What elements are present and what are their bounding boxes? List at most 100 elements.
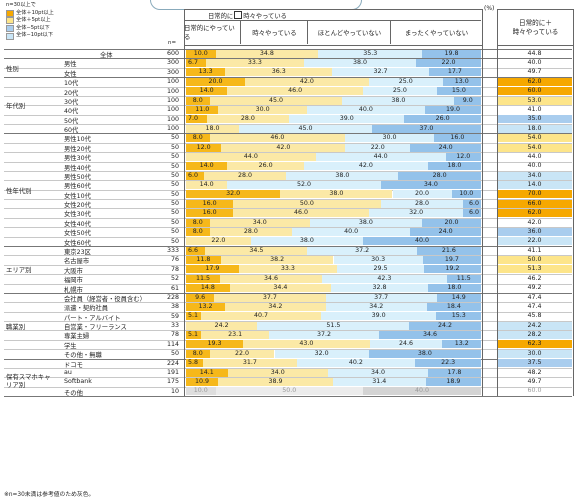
bar-segment-1: 6.0 <box>186 171 204 180</box>
bar-segment-3: 25.0 <box>363 87 437 96</box>
row-n: 50 <box>170 200 179 208</box>
row-n: 50 <box>170 209 179 217</box>
bar-segment-4: 40.0 <box>363 237 481 246</box>
row-divider <box>4 283 572 285</box>
row-label: 男性30代 <box>64 155 91 163</box>
row-divider <box>4 339 572 341</box>
group-divider <box>4 292 572 294</box>
bar-segment-2: 38.0 <box>280 190 393 199</box>
row-n: 50 <box>170 134 179 142</box>
row-total: 62.3 <box>497 340 572 349</box>
bar-segment-3: 35.3 <box>318 49 423 58</box>
legend-item: 全体＋5pt以上 <box>6 17 66 25</box>
bar-segment-1: 14.8 <box>186 284 230 293</box>
row-total: 42.0 <box>527 218 542 226</box>
bar-segment-4: 15.0 <box>436 87 481 96</box>
bar-segment-4: 19.7 <box>422 256 481 265</box>
group-divider <box>4 245 572 247</box>
row-label: 50代 <box>64 117 79 125</box>
row-label: 男性20代 <box>64 145 91 153</box>
row-total: 54.0 <box>497 143 572 152</box>
bar-segment-4: 17.8 <box>428 368 481 377</box>
bar-segment-4: 12.0 <box>445 152 481 161</box>
bar-segment-2: 43.0 <box>242 340 370 349</box>
row-divider <box>4 208 572 210</box>
row-total: 49.7 <box>527 68 542 76</box>
total-column-header: 日常的に＋ 時々やっている <box>497 9 574 46</box>
bar-segment-1: 11.5 <box>186 274 220 283</box>
bar-segment-1: 13.3 <box>186 68 226 77</box>
bar-segment-1: 20.0 <box>186 77 245 86</box>
row-n: 52 <box>170 275 179 283</box>
bar-segment-3: 32.8 <box>331 284 428 293</box>
bar-segment-4: 24.2 <box>409 321 481 330</box>
bar-segment-4: 37.0 <box>371 124 481 133</box>
legend-label: 全体−5pt以下 <box>16 24 50 31</box>
bar-segment-2: 34.5 <box>205 246 308 255</box>
row-total: 44.8 <box>527 49 542 57</box>
unit-label: (%) <box>484 5 495 12</box>
row-total: 47.4 <box>527 302 542 310</box>
bar-segment-4: 15.3 <box>436 312 482 321</box>
bar-segment-3: 29.5 <box>337 265 425 274</box>
row-label: Softbank <box>64 378 92 386</box>
bar-segment-4: 28.0 <box>398 171 481 180</box>
bar-segment-1: 14.0 <box>186 87 228 96</box>
row-total: 62.0 <box>497 209 572 218</box>
bar-segment-2: 46.0 <box>209 134 346 143</box>
bar-segment-3: 40.2 <box>296 359 416 368</box>
row-total: 41.1 <box>527 246 542 254</box>
bar-segment-4: 34.0 <box>380 181 481 190</box>
legend-label: 全体＋10pt以上 <box>16 9 54 16</box>
row-divider <box>4 95 572 97</box>
bar-segment-3: 24.6 <box>369 340 443 349</box>
row-divider <box>4 142 572 144</box>
bar-segment-2: 34.4 <box>229 284 332 293</box>
row-total: 22.0 <box>497 237 572 246</box>
bar-segment-3: 40.0 <box>306 105 425 114</box>
row-label: 全体 <box>100 52 113 59</box>
row-total: 35.0 <box>497 115 572 124</box>
row-divider <box>4 67 572 69</box>
bar-segment-4: 11.5 <box>446 274 481 283</box>
row-label: 名古屋市 <box>64 258 90 266</box>
row-divider <box>4 189 572 191</box>
row-total: 49.2 <box>527 284 542 292</box>
row-divider <box>4 330 572 332</box>
row-label: 専業主婦 <box>64 333 90 341</box>
bar-segment-1: 16.0 <box>186 199 234 208</box>
row-total: 37.5 <box>497 359 572 368</box>
row-n: 114 <box>166 340 179 348</box>
bar-segment-3: 39.0 <box>289 115 405 124</box>
row-total: 40.0 <box>527 59 542 67</box>
row-label: 男性60代 <box>64 183 91 191</box>
bar-segment-4: 13.0 <box>442 77 481 86</box>
row-total: 48.2 <box>527 368 542 376</box>
row-n: 50 <box>170 228 179 236</box>
row-label: 20代 <box>64 89 79 97</box>
row-total: 54.0 <box>497 134 572 143</box>
row-total: 28.2 <box>497 331 572 340</box>
row-total: 51.3 <box>497 265 572 274</box>
row-n: 100 <box>166 106 179 114</box>
bar-segment-3: 32.0 <box>274 349 369 358</box>
bar-segment-1: 8.0 <box>186 349 210 358</box>
bar-segment-3: 28.0 <box>380 199 464 208</box>
n-header: n= <box>168 40 177 46</box>
bar-segment-4: 18.4 <box>426 302 481 311</box>
legend-label: 全体−10pt以下 <box>16 32 54 39</box>
bar-segment-4: 19.0 <box>424 105 481 114</box>
group-label-b: 時々やっている <box>243 13 287 20</box>
row-divider <box>4 302 572 304</box>
row-label: 学生 <box>64 342 77 350</box>
group-header: 日常的に 時々やっている <box>208 11 287 20</box>
bar-segment-3: 34.0 <box>327 368 429 377</box>
legend-swatch <box>6 9 14 17</box>
header-divider <box>184 20 481 21</box>
bar-segment-2: 28.0 <box>203 171 287 180</box>
row-n: 191 <box>166 368 179 376</box>
row-n: 50 <box>170 181 179 189</box>
row-n: 50 <box>170 171 179 179</box>
row-label: その他・無職 <box>64 352 102 360</box>
series-header-3: ほとんどやっていない <box>307 20 391 44</box>
